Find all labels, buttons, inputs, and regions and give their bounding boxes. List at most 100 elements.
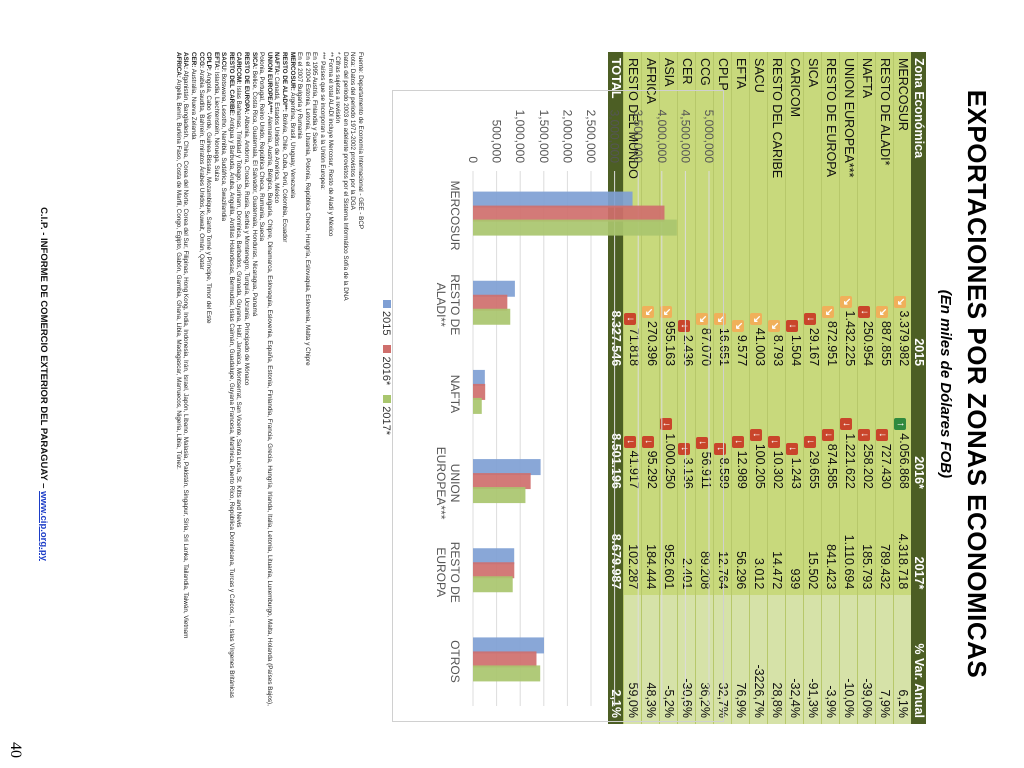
bar-2017-4 xyxy=(473,576,513,593)
footnote-line: *** Países que se incorporan a la Unión … xyxy=(318,52,326,722)
footnote-label: CER: xyxy=(189,52,197,68)
footnote-text: Arabia Saudita, Bahrein, Emiratos Árabes… xyxy=(197,68,205,270)
cell-var: -32,4% xyxy=(785,595,804,724)
footnote-line: * Cifras sujetas a revisión xyxy=(334,52,341,722)
cell-2016: ↓ 258.202 xyxy=(857,372,876,495)
table-row: RESTO DEL CARIBE ↘ 8.793 ↓ 10.302 14.472 28,8% xyxy=(767,52,786,724)
footnote-label: RESTO DE EUROPA: xyxy=(243,52,251,115)
footnote-text: Argelia, Benín, Burkina Faso, Costa de M… xyxy=(174,77,182,470)
table-header-row: Zona Económica 2015 2016* 2017* % Var. A… xyxy=(910,52,926,724)
cell-var: -10,0% xyxy=(839,595,858,724)
footnote-line: Datos del periodo 2003 en adelante provi… xyxy=(341,52,349,722)
cell-var-value: 6,1% xyxy=(895,689,910,719)
table-row: RESTO DE ALADI* ↘ 887.855 ↓ 727.430 789.432 7,… xyxy=(875,52,894,724)
cell-2016-value: 10.302 xyxy=(770,450,785,489)
footnote-line: UNION EUROPEA***: Alemania, Austria, Bél… xyxy=(258,52,273,722)
arrow-up-icon: ↑ xyxy=(893,418,906,431)
table-row: EFTA ↘ 9.577 ↓ 12.989 56.296 76,9% xyxy=(731,52,750,724)
y-tick-label: 4,000,000 xyxy=(655,110,669,164)
cell-2017-value: 939 xyxy=(787,568,802,590)
cell-var-value: -3,9% xyxy=(823,685,838,718)
cell-var: -3,9% xyxy=(821,595,840,724)
footer-link[interactable]: www.cip.org.py xyxy=(38,491,49,561)
cell-2015-value: 9.577 xyxy=(734,334,749,367)
y-tick-label: 3,000,000 xyxy=(608,110,622,164)
legend-swatch xyxy=(383,395,391,404)
cell-2015: ↘ 9.577 xyxy=(731,249,750,373)
cell-2017: 939 xyxy=(785,494,804,596)
bar-2016-5 xyxy=(472,651,537,668)
footnote-text: Afganistán, Bangladesh, China, Corea del… xyxy=(182,69,190,639)
bar-2015-0 xyxy=(472,191,633,208)
footnote-line: SICA: Belice, Costa Rica, Guatemala, El … xyxy=(250,52,258,722)
cell-2015: ↘ 3.379.982 xyxy=(893,249,911,373)
cell-2017-value: 4.318.718 xyxy=(895,533,910,590)
footnote-line: ASIA: Afganistán, Bangladesh, China, Cor… xyxy=(182,52,190,722)
cell-zone: RESTO DEL CARIBE xyxy=(767,52,786,250)
table-row: NAFTA ↓ 250.954 ↓ 258.202 185.793 -39,0% xyxy=(857,52,876,724)
cell-zone: SACU xyxy=(749,52,768,250)
footnote-text: En el 2007 Bulgaria y Rumania xyxy=(296,52,304,139)
y-tick-label: 500,000 xyxy=(490,120,504,164)
bar-2016-4 xyxy=(473,562,515,579)
arrow-diagonal-icon: ↘ xyxy=(749,312,762,325)
cell-2016-value: 29.655 xyxy=(806,450,821,489)
arrow-down-icon: ↓ xyxy=(767,435,780,448)
cell-zone-value: CARICOM xyxy=(787,58,802,118)
bar-2017-1 xyxy=(472,308,511,325)
cell-2016: ↓ 100.205 xyxy=(749,372,768,495)
cell-2015: ↘ 872.951 xyxy=(821,249,840,373)
cell-2017: 15.502 xyxy=(803,494,822,596)
cell-zone: RESTO DE EUROPA xyxy=(821,52,840,250)
cell-zone-value: MERCOSUR xyxy=(895,58,910,131)
footnote-line: CCG: Arabia Saudita, Bahrein, Emiratos Á… xyxy=(197,52,205,722)
footnote-line: Nota: Datos del periodo 1971-2002 provis… xyxy=(349,52,356,722)
arrow-down-icon: ↓ xyxy=(839,418,852,431)
cell-zone: MERCOSUR xyxy=(893,52,911,250)
footnote-line: ** Forma el total ALADI incluye Mercosur… xyxy=(326,52,334,722)
cell-2015-value: 29.167 xyxy=(806,327,821,367)
cell-2017: 185.793 xyxy=(857,494,876,596)
legend-item: 2017* xyxy=(380,395,392,435)
cell-zone-value: ASIA xyxy=(661,58,676,87)
cell-2016-value: 258.202 xyxy=(860,443,875,489)
table-row: MERCOSUR ↘ 3.379.982 ↑ 4.056.868 4.318.718 6,1… xyxy=(893,52,911,724)
arrow-down-icon: ↓ xyxy=(875,428,888,441)
cell-zone: CARICOM xyxy=(785,52,804,250)
x-category-label: OTROS xyxy=(448,640,462,683)
cell-2016: ↑ 4.056.868 xyxy=(893,372,911,495)
footnote-text: *** Países que se incorporan a la Unión … xyxy=(319,52,327,190)
cell-2016-value: 4.056.868 xyxy=(896,433,911,489)
cell-2017: 1.110.694 xyxy=(839,494,858,596)
cell-2015-value: 887.855 xyxy=(878,320,893,367)
footnote-line: RESTO DE EUROPA: Albania, Andorra, Croac… xyxy=(243,52,251,722)
table-row: SACU ↘ 41.003 ↓ 100.205 3.012 -3226,7% xyxy=(749,52,768,724)
arrow-down-icon: ↓ xyxy=(821,428,834,441)
legend-label: 2017* xyxy=(380,406,392,436)
cell-var-value: -3226,7% xyxy=(751,664,766,718)
cell-2015: ↓ 250.954 xyxy=(857,249,876,373)
bar-2016-1 xyxy=(473,294,508,311)
arrow-down-icon: ↓ xyxy=(803,312,816,325)
cell-2015-value: 872.951 xyxy=(824,320,839,367)
cell-2016-value: 12.989 xyxy=(734,450,749,489)
footnote-text: En 1995 Austria, Finlandia y Suecia xyxy=(311,52,319,152)
table-row: UNION EUROPEA*** ↘ 1.432.225 ↓ 1.221.622 1.11… xyxy=(839,52,858,724)
cell-2015-value: 250.954 xyxy=(860,320,875,367)
bar-2016-2 xyxy=(472,383,486,400)
x-category-label: NAFTA xyxy=(448,375,462,413)
arrow-down-icon: ↓ xyxy=(857,305,870,318)
footnote-text: Belice, Costa Rica, Guatemala, El Salvad… xyxy=(250,69,258,317)
cell-2017: 56.296 xyxy=(731,494,750,596)
cell-var: 28,8% xyxy=(767,595,786,724)
header-zone: Zona Económica xyxy=(910,52,926,250)
cell-2015: ↘ 887.855 xyxy=(875,249,894,373)
cell-var: 7,9% xyxy=(875,595,894,724)
footnote-text: Islandia, Liechtenstein, Noruega, Suiza xyxy=(212,70,220,182)
header-var: % Var. Anual xyxy=(910,595,926,724)
y-tick-label: 5,000,000 xyxy=(702,110,716,164)
footnote-label: AFRICA: xyxy=(174,52,182,78)
cell-zone-value: NAFTA xyxy=(859,58,874,99)
x-category-label: RESTO DEEUROPA xyxy=(434,542,462,603)
y-tick-label: 1,500,000 xyxy=(537,110,551,164)
